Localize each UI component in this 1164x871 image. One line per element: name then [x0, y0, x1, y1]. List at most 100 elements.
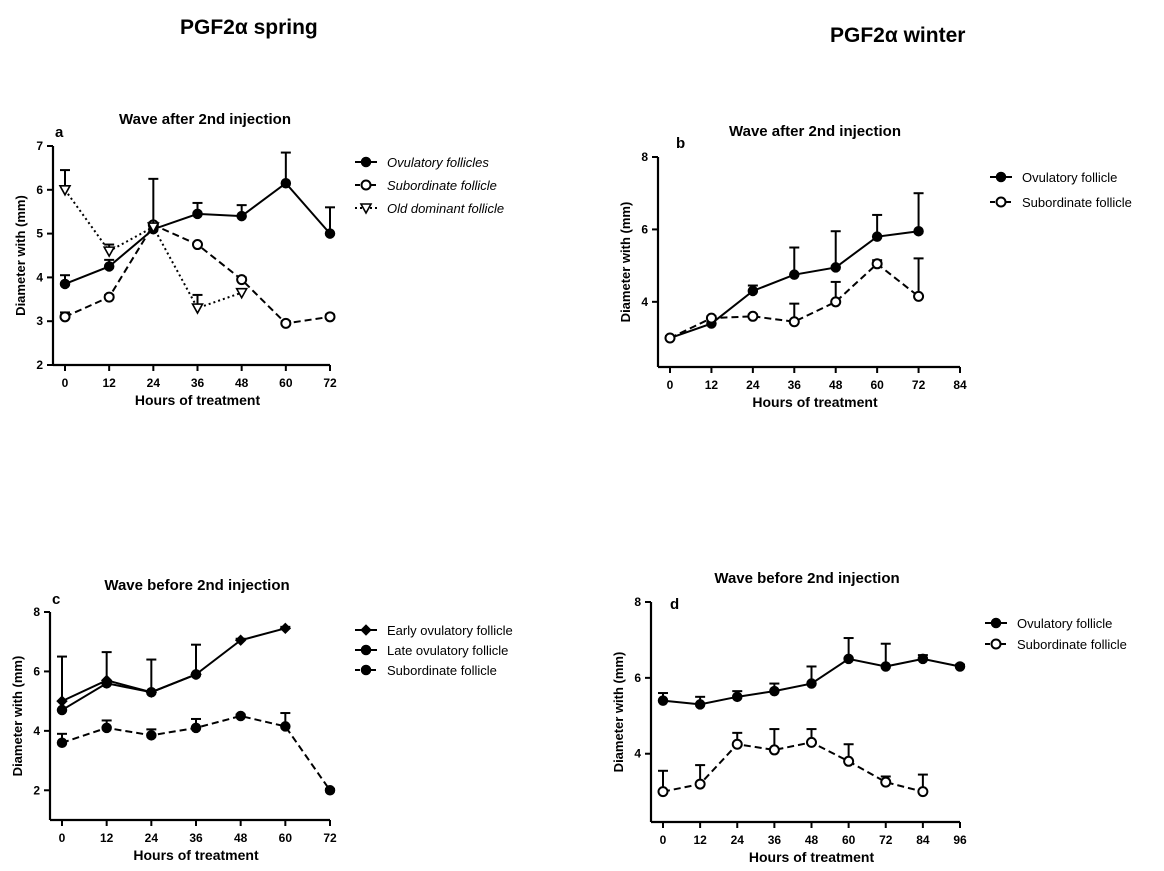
data-point [324, 311, 336, 323]
y-axis-label: Diameter with (mm) [13, 195, 28, 316]
data-point [191, 303, 204, 315]
data-point [56, 737, 68, 748]
data-point [768, 744, 780, 756]
data-point [913, 290, 925, 302]
panel-label: d [670, 596, 679, 613]
x-tick-label: 24 [147, 376, 161, 390]
data-point [747, 310, 759, 322]
x-axis-label: Hours of treatment [749, 849, 875, 865]
legend-marker [995, 196, 1007, 208]
series-1 [657, 637, 966, 710]
legend-marker [990, 617, 1002, 629]
data-point [236, 210, 247, 222]
series-3 [56, 710, 336, 796]
y-tick-label: 4 [33, 724, 40, 738]
data-point [843, 653, 854, 665]
y-tick-label: 8 [641, 150, 648, 164]
series-2 [657, 728, 929, 798]
chart-title: Wave after 2nd injection [119, 111, 291, 128]
x-axis-label: Hours of treatment [133, 847, 259, 863]
x-tick-label: 36 [189, 831, 203, 845]
data-point [830, 296, 842, 308]
legend-label: Early ovulatory follicle [387, 623, 513, 638]
x-tick-label: 24 [145, 831, 159, 845]
series-1 [59, 151, 336, 290]
x-tick-label: 84 [916, 833, 930, 847]
data-point [788, 316, 800, 328]
series-2 [59, 219, 336, 329]
data-point [806, 678, 817, 689]
data-point [731, 738, 743, 750]
y-axis-label: Diameter with (mm) [611, 652, 626, 773]
y-tick-label: 6 [33, 664, 40, 678]
y-tick-label: 3 [36, 314, 43, 328]
panel-label: a [55, 124, 64, 141]
x-tick-label: 36 [768, 833, 782, 847]
data-point [917, 653, 929, 665]
data-point [324, 228, 336, 239]
legend-marker [360, 624, 372, 636]
y-axis-label: Diameter with (mm) [618, 202, 633, 323]
data-point [146, 686, 157, 698]
x-tick-label: 12 [693, 833, 707, 847]
x-tick-label: 72 [323, 376, 337, 390]
x-tick-label: 24 [731, 833, 745, 847]
data-point [806, 736, 817, 748]
legend-marker [360, 644, 372, 656]
x-tick-label: 48 [829, 378, 843, 392]
data-point [192, 208, 203, 220]
data-point [236, 274, 248, 286]
legend-label: Ovulatory follicle [1017, 616, 1112, 631]
x-tick-label: 72 [879, 833, 893, 847]
data-point [146, 730, 157, 741]
data-point [101, 722, 112, 734]
data-point [694, 699, 706, 710]
data-point [280, 177, 292, 189]
legend-marker [995, 171, 1007, 183]
x-tick-label: 48 [234, 831, 248, 845]
x-tick-label: 60 [279, 376, 293, 390]
y-tick-label: 6 [634, 671, 641, 685]
data-point [664, 332, 676, 344]
data-point [235, 710, 246, 722]
legend-label: Subordinate follicle [387, 178, 497, 193]
x-tick-label: 84 [953, 378, 967, 392]
x-tick-label: 48 [805, 833, 819, 847]
data-point [705, 312, 717, 324]
series-3 [58, 169, 249, 315]
y-axis-label: Diameter with (mm) [10, 656, 25, 777]
data-point [917, 786, 929, 798]
legend-label: Old dominant follicle [387, 201, 504, 216]
data-point [192, 239, 203, 251]
x-tick-label: 0 [62, 376, 69, 390]
x-tick-label: 60 [279, 831, 293, 845]
panel-label: b [676, 135, 685, 152]
series-2 [664, 257, 925, 344]
legend-label: Subordinate follicle [1017, 637, 1127, 652]
data-point [59, 278, 71, 290]
heading-spring: PGF2α spring [180, 16, 318, 39]
x-tick-label: 0 [660, 833, 667, 847]
series-line [61, 673, 197, 711]
data-point [657, 786, 669, 798]
x-tick-label: 72 [912, 378, 926, 392]
x-tick-label: 12 [102, 376, 116, 390]
legend-marker [990, 638, 1002, 650]
legend-label: Subordinate follicle [387, 663, 497, 678]
x-tick-label: 60 [870, 378, 884, 392]
legend-marker [360, 664, 372, 676]
data-point [101, 678, 112, 689]
data-point [102, 246, 116, 258]
x-tick-label: 0 [667, 378, 674, 392]
x-tick-label: 24 [746, 378, 760, 392]
data-point [234, 634, 247, 646]
data-point [880, 661, 891, 672]
chart-title: Wave before 2nd injection [714, 570, 899, 587]
y-tick-label: 2 [33, 783, 40, 797]
data-point [280, 317, 292, 329]
data-point [747, 285, 759, 297]
data-point [694, 778, 706, 790]
